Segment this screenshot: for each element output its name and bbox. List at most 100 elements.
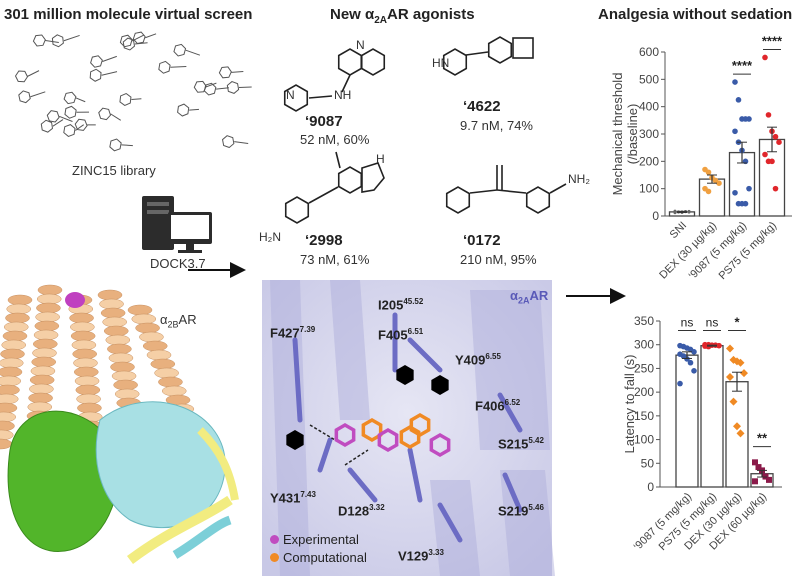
hydrogen-bond xyxy=(344,449,369,466)
helix-segment xyxy=(161,385,187,397)
alpha2b-label: α2BAR xyxy=(160,312,197,330)
ring xyxy=(283,84,309,112)
ring xyxy=(396,365,414,385)
dock-label: DOCK3.7 xyxy=(150,256,206,271)
y-tick-label: 200 xyxy=(639,154,659,168)
data-point xyxy=(746,116,752,122)
helix-segment xyxy=(27,401,53,413)
y-tick-label: 100 xyxy=(639,182,659,196)
helix-segment xyxy=(36,302,61,314)
ring xyxy=(226,80,240,94)
ligand-pose xyxy=(361,417,383,443)
ring xyxy=(109,138,122,152)
y-tick-label: 300 xyxy=(634,338,654,352)
bond xyxy=(185,49,201,56)
data-point xyxy=(726,372,734,381)
y-tick-label: 50 xyxy=(641,456,655,470)
helix-segment xyxy=(0,375,21,387)
bond xyxy=(30,91,46,98)
ligand-pose xyxy=(377,427,399,453)
compound-id: ‘0172 xyxy=(463,232,501,249)
residue-stick xyxy=(497,392,523,433)
residue-stick xyxy=(502,472,523,513)
data-point xyxy=(762,151,768,158)
helix-segment xyxy=(104,325,129,337)
data-point xyxy=(765,112,772,118)
bond xyxy=(27,70,40,77)
y-axis-label-line: Mechanical threshold xyxy=(610,73,625,196)
helix-segment xyxy=(150,358,176,370)
ring xyxy=(361,162,385,193)
ring xyxy=(377,427,399,453)
ring xyxy=(32,34,46,47)
compound-value: 73 nM, 61% xyxy=(300,252,370,267)
y-tick-label: 500 xyxy=(639,72,659,86)
data-point xyxy=(732,189,738,196)
helix-segment xyxy=(0,429,14,441)
y-axis-label: Latency to fall (s) xyxy=(622,355,637,454)
helix-segment xyxy=(30,365,56,377)
data-point xyxy=(772,185,779,192)
bar xyxy=(675,354,699,488)
helix-segment xyxy=(74,375,100,387)
data-point xyxy=(746,185,752,192)
ring xyxy=(158,60,171,74)
data-point xyxy=(691,368,697,374)
data-point xyxy=(735,97,742,103)
ring xyxy=(177,103,190,117)
ring xyxy=(64,105,77,119)
significance-label: **** xyxy=(732,58,753,73)
bond xyxy=(145,33,157,39)
helix-segment xyxy=(110,361,135,373)
helix-segment xyxy=(5,312,30,324)
bar xyxy=(698,178,726,217)
helix-segment xyxy=(7,294,33,306)
bond xyxy=(189,108,199,111)
helix-segment xyxy=(97,289,123,301)
helix-segment xyxy=(75,384,101,396)
ligand-pose xyxy=(409,412,431,438)
residue-label: Y4317.43 xyxy=(270,490,316,506)
ring xyxy=(51,34,64,48)
ring xyxy=(14,70,29,83)
helix-segment xyxy=(146,349,172,361)
mechanical-threshold-chart: 0 100 200 300 400 500 600 Mechanical threshold(… xyxy=(610,33,792,282)
bond xyxy=(496,189,527,194)
ring xyxy=(512,37,534,59)
atom-label: N xyxy=(286,88,295,102)
helix-segment xyxy=(105,334,131,346)
compound-value: 210 nM, 95% xyxy=(460,252,537,267)
data-point xyxy=(677,380,683,387)
helix-segment xyxy=(69,312,94,324)
helix-segment xyxy=(2,330,28,342)
helix-segment xyxy=(114,388,140,400)
helix-segment xyxy=(71,339,97,351)
helix-segment xyxy=(113,379,138,391)
helix-segment xyxy=(74,366,99,378)
helix-segment xyxy=(29,374,55,386)
data-point xyxy=(705,188,712,195)
atom-label: H₂N xyxy=(259,230,281,244)
ligand-pose xyxy=(334,422,356,448)
ring xyxy=(18,90,31,104)
bond xyxy=(59,115,73,122)
helix-segment xyxy=(76,393,101,405)
data-point xyxy=(733,422,741,431)
data-point xyxy=(677,210,680,214)
x-tick-label: SNI xyxy=(668,220,689,241)
compound-id: ‘4622 xyxy=(463,98,501,115)
residue-label: I20545.52 xyxy=(378,297,424,313)
helix-segment xyxy=(70,321,95,333)
bond xyxy=(45,39,59,44)
helix-segment xyxy=(33,338,58,350)
helix-segment xyxy=(3,321,29,333)
significance-label: * xyxy=(734,314,740,329)
bond xyxy=(335,151,341,169)
ring xyxy=(74,118,88,131)
ligand xyxy=(65,292,85,308)
bar xyxy=(725,381,749,488)
ring xyxy=(286,430,304,450)
data-point xyxy=(772,133,779,140)
bond xyxy=(308,95,333,99)
